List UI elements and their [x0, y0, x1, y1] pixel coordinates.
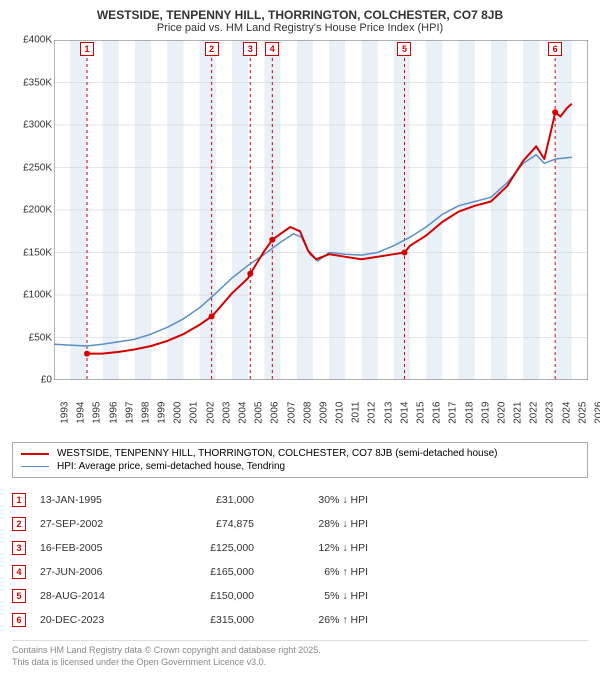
sale-date: 27-JUN-2006	[40, 566, 150, 578]
sale-price: £125,000	[164, 542, 254, 554]
x-tick-label: 2015	[416, 402, 427, 424]
y-tick-label: £350K	[23, 77, 52, 88]
x-tick-label: 1994	[76, 402, 87, 424]
legend-label: HPI: Average price, semi-detached house,…	[57, 461, 285, 472]
sale-diff: 6% ↑ HPI	[268, 566, 368, 578]
x-tick-label: 2010	[335, 402, 346, 424]
x-axis: 1993199419951996199719981999200020012002…	[54, 382, 588, 414]
footnote-line: This data is licensed under the Open Gov…	[12, 657, 588, 669]
x-tick-label: 2005	[254, 402, 265, 424]
x-tick-label: 2009	[319, 402, 330, 424]
y-tick-label: £200K	[23, 205, 52, 216]
legend-item: HPI: Average price, semi-detached house,…	[21, 460, 579, 473]
sale-marker-1: 1	[80, 42, 94, 56]
sale-row: 6 20-DEC-2023 £315,000 26% ↑ HPI	[12, 608, 588, 632]
x-tick-label: 1998	[141, 402, 152, 424]
x-tick-label: 2024	[561, 402, 572, 424]
x-tick-label: 2020	[497, 402, 508, 424]
x-tick-label: 2006	[270, 402, 281, 424]
sale-row-marker: 2	[12, 517, 26, 531]
chart-title: WESTSIDE, TENPENNY HILL, THORRINGTON, CO…	[12, 8, 588, 22]
y-tick-label: £250K	[23, 162, 52, 173]
sale-row-marker: 1	[12, 493, 26, 507]
y-axis: £0£50K£100K£150K£200K£250K£300K£350K£400…	[12, 40, 52, 380]
x-tick-label: 2003	[221, 402, 232, 424]
footnote-line: Contains HM Land Registry data © Crown c…	[12, 645, 588, 657]
sale-row-marker: 4	[12, 565, 26, 579]
sale-marker-3: 3	[243, 42, 257, 56]
sale-diff: 12% ↓ HPI	[268, 542, 368, 554]
x-tick-label: 2002	[205, 402, 216, 424]
x-tick-label: 2012	[367, 402, 378, 424]
sale-price: £315,000	[164, 614, 254, 626]
y-tick-label: £150K	[23, 247, 52, 258]
sale-row: 4 27-JUN-2006 £165,000 6% ↑ HPI	[12, 560, 588, 584]
x-tick-label: 2019	[480, 402, 491, 424]
x-tick-label: 2014	[399, 402, 410, 424]
chart-subtitle: Price paid vs. HM Land Registry's House …	[12, 22, 588, 34]
sale-date: 13-JAN-1995	[40, 494, 150, 506]
legend-item: WESTSIDE, TENPENNY HILL, THORRINGTON, CO…	[21, 447, 579, 460]
x-tick-label: 2018	[464, 402, 475, 424]
sale-marker-2: 2	[205, 42, 219, 56]
sale-diff: 26% ↑ HPI	[268, 614, 368, 626]
legend-label: WESTSIDE, TENPENNY HILL, THORRINGTON, CO…	[57, 448, 498, 459]
chart-area: £0£50K£100K£150K£200K£250K£300K£350K£400…	[12, 40, 588, 410]
x-tick-label: 2000	[173, 402, 184, 424]
y-tick-label: £300K	[23, 120, 52, 131]
legend-swatch	[21, 466, 49, 468]
sale-price: £150,000	[164, 590, 254, 602]
x-tick-label: 1999	[157, 402, 168, 424]
x-tick-label: 2011	[351, 402, 362, 424]
sale-marker-4: 4	[265, 42, 279, 56]
x-tick-label: 2026	[594, 402, 600, 424]
sale-row: 3 16-FEB-2005 £125,000 12% ↓ HPI	[12, 536, 588, 560]
x-tick-label: 2017	[448, 402, 459, 424]
x-tick-label: 1995	[92, 402, 103, 424]
sale-marker-5: 5	[397, 42, 411, 56]
x-tick-label: 2013	[383, 402, 394, 424]
sale-price: £31,000	[164, 494, 254, 506]
sale-diff: 30% ↓ HPI	[268, 494, 368, 506]
x-tick-label: 2001	[189, 402, 200, 424]
sale-row-marker: 5	[12, 589, 26, 603]
x-tick-label: 2023	[545, 402, 556, 424]
sale-row-marker: 6	[12, 613, 26, 627]
x-tick-label: 2022	[529, 402, 540, 424]
x-tick-label: 2016	[432, 402, 443, 424]
sale-diff: 5% ↓ HPI	[268, 590, 368, 602]
sale-diff: 28% ↓ HPI	[268, 518, 368, 530]
legend-swatch	[21, 453, 49, 455]
sale-date: 20-DEC-2023	[40, 614, 150, 626]
sale-price: £74,875	[164, 518, 254, 530]
sale-price: £165,000	[164, 566, 254, 578]
sale-row: 5 28-AUG-2014 £150,000 5% ↓ HPI	[12, 584, 588, 608]
sale-date: 28-AUG-2014	[40, 590, 150, 602]
x-tick-label: 2007	[286, 402, 297, 424]
x-tick-label: 1997	[124, 402, 135, 424]
x-tick-label: 2025	[577, 402, 588, 424]
plot-area: 1 2 34 5 6	[54, 40, 588, 380]
x-tick-label: 1993	[60, 402, 71, 424]
y-tick-label: £50K	[29, 332, 52, 343]
x-tick-label: 2021	[513, 402, 524, 424]
x-tick-label: 2008	[302, 402, 313, 424]
sale-row: 2 27-SEP-2002 £74,875 28% ↓ HPI	[12, 512, 588, 536]
sale-row-marker: 3	[12, 541, 26, 555]
y-tick-label: £0	[41, 375, 52, 386]
x-tick-label: 1996	[108, 402, 119, 424]
x-tick-label: 2004	[238, 402, 249, 424]
legend: WESTSIDE, TENPENNY HILL, THORRINGTON, CO…	[12, 442, 588, 478]
y-tick-label: £400K	[23, 35, 52, 46]
y-tick-label: £100K	[23, 290, 52, 301]
sales-table: 1 13-JAN-1995 £31,000 30% ↓ HPI 2 27-SEP-2002…	[12, 488, 588, 632]
sale-date: 16-FEB-2005	[40, 542, 150, 554]
sale-date: 27-SEP-2002	[40, 518, 150, 530]
sale-marker-6: 6	[548, 42, 562, 56]
footnote: Contains HM Land Registry data © Crown c…	[12, 640, 588, 668]
sale-row: 1 13-JAN-1995 £31,000 30% ↓ HPI	[12, 488, 588, 512]
